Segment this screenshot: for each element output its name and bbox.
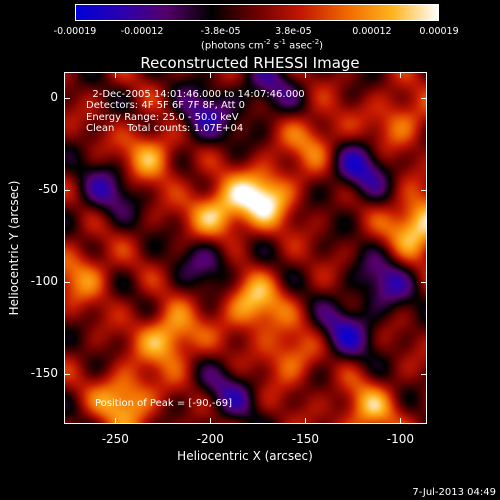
- axis-tick-mark: [305, 72, 307, 78]
- colorbar-tick-label: 0.00012: [352, 26, 392, 37]
- axis-tick-mark: [115, 72, 117, 78]
- plot-area: [64, 72, 427, 424]
- y-tick-label: -100: [30, 274, 58, 289]
- y-tick-label: -150: [30, 366, 58, 381]
- axis-tick-mark: [64, 374, 70, 376]
- observation-info-line: 2-Dec-2005 14:01:46.000 to 14:07:46.000: [86, 89, 305, 100]
- axis-tick-mark: [64, 282, 70, 284]
- y-tick-label: -50: [38, 181, 58, 196]
- colorbar-tick-label: 3.8e-05: [275, 26, 312, 37]
- observation-info-line: Energy Range: 25.0 - 50.0 keV: [86, 111, 239, 123]
- heatmap-image: [65, 73, 426, 423]
- y-tick-label: 0: [50, 89, 58, 104]
- observation-info-line: Detectors: 4F 5F 6F 7F 8F, Att 0: [86, 100, 246, 112]
- axis-tick-mark: [64, 189, 70, 191]
- y-axis-label: Heliocentric Y (arcsec): [7, 180, 21, 316]
- x-tick-label: -150: [291, 432, 319, 446]
- colorbar-tick-label: -0.00019: [53, 26, 97, 37]
- colorbar: [75, 4, 439, 21]
- chart-title: Reconstructed RHESSI Image: [140, 54, 360, 72]
- axis-tick-mark: [64, 97, 70, 99]
- colorbar-tick-label: -0.00012: [120, 26, 164, 37]
- axis-tick-mark: [400, 418, 402, 424]
- axis-tick-mark: [421, 189, 427, 191]
- axis-tick-mark: [210, 418, 212, 424]
- axis-tick-mark: [210, 72, 212, 78]
- colorbar-tick-label: 0.00019: [419, 26, 459, 37]
- axis-tick-mark: [421, 374, 427, 376]
- x-tick-label: -250: [101, 432, 129, 446]
- observation-info-line: Clean Total counts: 1.07E+04: [86, 122, 244, 134]
- axis-tick-mark: [400, 72, 402, 78]
- peak-position-label: Position of Peak = [-90,-69]: [95, 398, 233, 409]
- axis-tick-mark: [421, 282, 427, 284]
- colorbar-units-label: (photons cm-2 s-1 asec-2): [200, 38, 324, 52]
- colorbar-tick-label: -3.8e-05: [200, 26, 241, 37]
- x-axis-label: Heliocentric X (arcsec): [177, 449, 313, 463]
- footer-date: 7-Jul-2013 04:49: [412, 487, 496, 498]
- axis-tick-mark: [305, 418, 307, 424]
- x-tick-label: -100: [386, 432, 415, 446]
- axis-tick-mark: [115, 418, 117, 424]
- x-tick-label: -200: [196, 432, 224, 446]
- observation-info: 2-Dec-2005 14:01:46.000 to 14:07:46.000 D…: [86, 89, 305, 134]
- axis-tick-mark: [421, 97, 427, 99]
